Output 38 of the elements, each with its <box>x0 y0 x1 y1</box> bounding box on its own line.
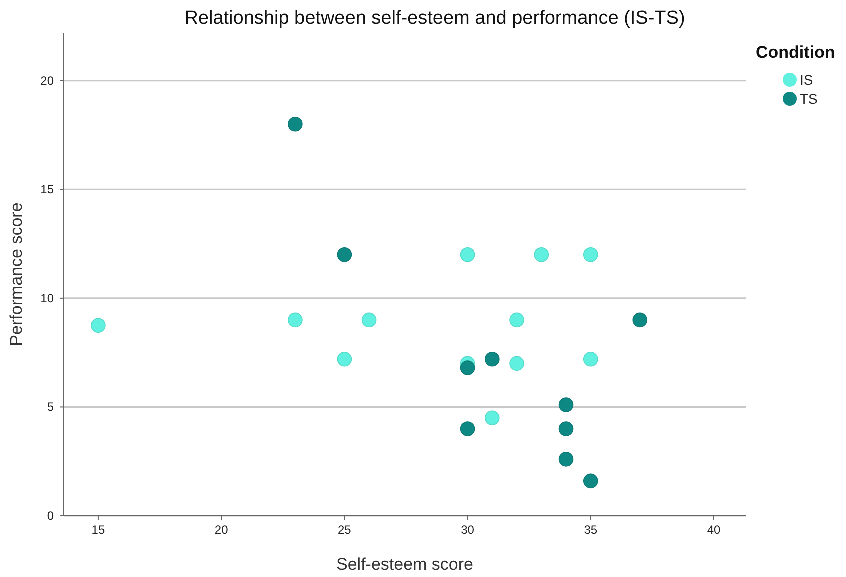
point <box>583 474 598 489</box>
y-tick-label: 10 <box>40 291 54 306</box>
point <box>534 248 550 262</box>
y-tick-label: 5 <box>47 400 54 414</box>
point <box>485 352 500 367</box>
point <box>91 318 106 334</box>
legend-label: TS <box>800 91 818 107</box>
point <box>632 312 648 328</box>
x-tick-label: 35 <box>584 523 598 537</box>
point <box>510 312 524 328</box>
x-axis-title: Self-esteem score <box>336 555 474 574</box>
point <box>558 452 574 467</box>
y-tick-label: 0 <box>47 509 54 523</box>
x-tick-label: 30 <box>461 523 475 537</box>
point <box>583 352 598 367</box>
point <box>362 312 377 328</box>
point <box>288 116 303 132</box>
legend-title: Condition <box>756 43 836 62</box>
point <box>460 422 476 436</box>
point <box>583 248 598 262</box>
point <box>558 398 574 412</box>
point <box>558 422 574 436</box>
y-tick-label: 20 <box>40 74 54 88</box>
point <box>460 360 476 376</box>
point <box>337 352 352 367</box>
x-tick-label: 40 <box>707 523 721 537</box>
y-tick-label: 15 <box>40 182 54 197</box>
chart-title: Relationship between self-esteem and performance (IS-TS) <box>184 8 686 29</box>
point <box>510 356 524 372</box>
point <box>288 312 303 328</box>
legend-label: IS <box>800 72 814 88</box>
x-tick-label: 25 <box>338 523 352 537</box>
point <box>485 410 500 426</box>
y-axis-title: Performance score <box>7 202 26 346</box>
x-tick-label: 15 <box>92 523 106 537</box>
x-tick-label: 20 <box>214 523 229 537</box>
point <box>337 248 352 262</box>
point <box>460 248 476 262</box>
